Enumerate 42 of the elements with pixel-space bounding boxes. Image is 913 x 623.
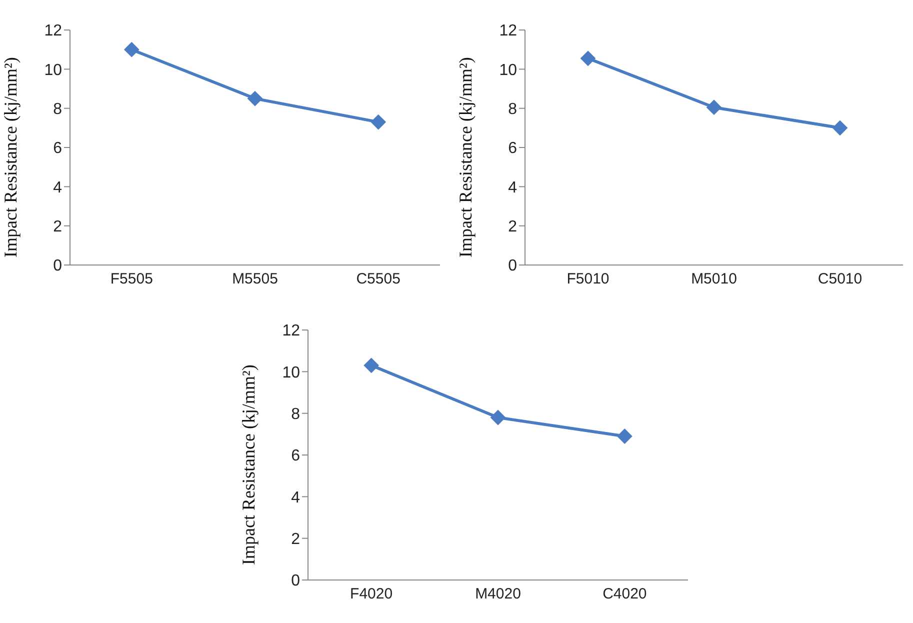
point <box>248 91 262 106</box>
y-tick-label: 6 <box>53 140 62 158</box>
y-tick-label: 6 <box>291 448 300 465</box>
y-tick-label: 2 <box>53 218 62 236</box>
y-tick-label: 6 <box>508 140 518 158</box>
y-tick-label: 2 <box>508 218 518 236</box>
x-tick-label: M5505 <box>232 270 278 288</box>
y-tick-label: 10 <box>282 364 300 382</box>
point <box>832 120 848 136</box>
x-tick-label: C4020 <box>602 586 647 603</box>
y-tick-label: 4 <box>291 489 300 506</box>
point <box>617 428 632 444</box>
x-tick-label: C5010 <box>818 270 862 288</box>
y-tick-label: 4 <box>53 179 62 196</box>
x-tick-label: C5505 <box>356 270 400 288</box>
x-tick-label: M5010 <box>691 270 737 288</box>
point <box>364 358 379 373</box>
y-tick-label: 12 <box>282 322 300 340</box>
y-tick-label: 8 <box>508 101 518 118</box>
y-tick-label: 0 <box>53 258 62 275</box>
y-tick-label: 8 <box>53 101 62 118</box>
point <box>490 410 506 425</box>
y-tick-label: 10 <box>499 62 518 79</box>
y-axis-title: Impact Resistance (kj/mm²) <box>238 364 258 565</box>
x-tick-label: M4020 <box>475 586 521 603</box>
y-tick-label: 12 <box>44 22 62 40</box>
y-tick-label: 0 <box>508 258 518 275</box>
y-tick-label: 4 <box>508 179 518 196</box>
x-tick-label: F5010 <box>566 270 610 288</box>
point <box>124 42 140 58</box>
y-tick-label: 8 <box>291 406 300 424</box>
point <box>706 100 722 115</box>
y-axis-title: Impact Resistance (kj/mm²) <box>455 57 476 258</box>
x-tick-label: F5505 <box>110 270 153 288</box>
y-axis-title: Impact Resistance (kj/mm²) <box>0 57 20 258</box>
x-tick-label: F4020 <box>350 586 393 603</box>
y-tick-label: 2 <box>291 531 300 548</box>
point <box>580 50 596 66</box>
y-tick-label: 10 <box>44 62 62 79</box>
y-tick-label: 12 <box>499 22 518 40</box>
y-tick-label: 0 <box>291 572 300 590</box>
point <box>370 114 386 130</box>
